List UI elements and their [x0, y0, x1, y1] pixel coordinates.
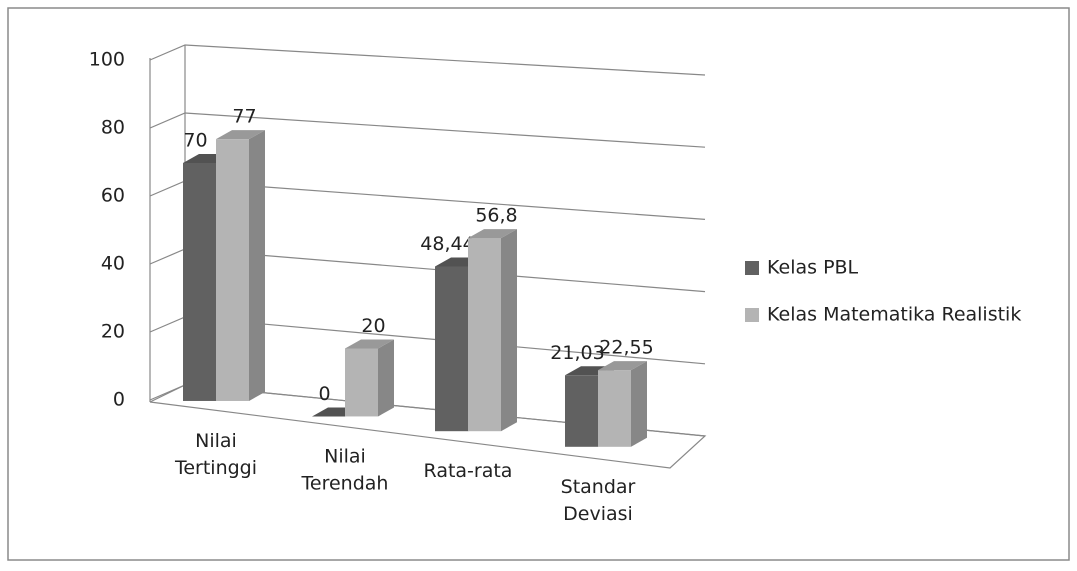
- value-label: 77: [232, 106, 256, 128]
- bar-front: [598, 370, 631, 447]
- value-label: 22,55: [599, 337, 653, 359]
- legend-swatch: [745, 261, 759, 275]
- y-tick-label: 40: [101, 253, 125, 275]
- x-tick-label: Nilai Terendah: [301, 445, 389, 494]
- bar-front: [216, 139, 249, 401]
- y-tick-label: 0: [113, 389, 125, 411]
- x-tick-label: Standar Deviasi: [561, 475, 636, 524]
- legend-label: Kelas PBL: [767, 257, 859, 279]
- bar-side: [501, 229, 517, 432]
- bar: [468, 229, 517, 432]
- value-label: 20: [361, 315, 385, 337]
- bar: [345, 339, 394, 417]
- bar-front: [468, 238, 501, 432]
- y-tick-label: 60: [101, 185, 125, 207]
- bar-top: [345, 339, 394, 349]
- x-tick-label: Rata-rata: [424, 460, 513, 482]
- bar-top: [468, 229, 517, 239]
- bar-side: [249, 130, 265, 401]
- value-label: 21,03: [550, 342, 604, 364]
- value-label: 56,8: [475, 205, 517, 227]
- bar-front: [435, 266, 468, 432]
- y-tick-label: 20: [101, 321, 125, 343]
- bar-front: [565, 375, 598, 447]
- y-tick-label: 100: [89, 49, 125, 71]
- bar-front: [183, 162, 216, 401]
- bar: [216, 130, 265, 401]
- bar-top: [216, 130, 265, 140]
- legend-label: Kelas Matematika Realistik: [767, 304, 1021, 326]
- bar-front: [345, 348, 378, 417]
- bar-side: [631, 361, 647, 447]
- y-tick-label: 80: [101, 117, 125, 139]
- frame: [7, 7, 1070, 561]
- value-label: 48,44: [420, 233, 474, 255]
- bar: [598, 361, 647, 447]
- grid-line: [149, 44, 706, 76]
- legend-swatch: [745, 308, 759, 322]
- grid-line: [149, 112, 706, 148]
- value-label: 70: [183, 129, 207, 151]
- value-label: 0: [318, 383, 330, 405]
- x-tick-label: Nilai Tertinggi: [174, 429, 257, 478]
- bar-top: [598, 361, 647, 371]
- bar-side: [378, 339, 394, 417]
